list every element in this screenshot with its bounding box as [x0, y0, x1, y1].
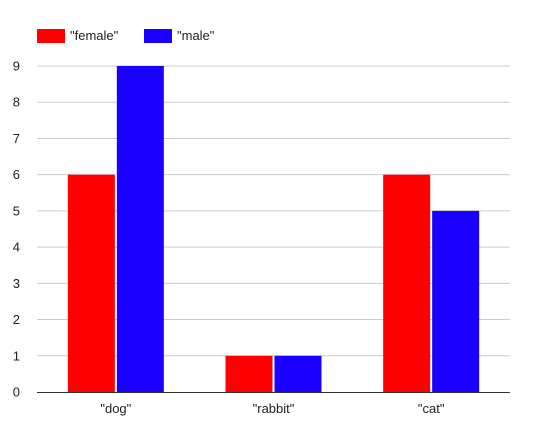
- y-tick-label: 3: [13, 276, 20, 291]
- y-tick-label: 2: [13, 312, 20, 327]
- y-tick-label: 8: [13, 95, 20, 110]
- bar: [274, 355, 322, 392]
- y-tick-label: 7: [13, 131, 20, 146]
- bar: [116, 66, 164, 392]
- y-tick-label: 1: [13, 348, 20, 363]
- y-tick-label: 5: [13, 203, 20, 218]
- bar: [67, 174, 115, 392]
- legend-label-male: "male": [177, 28, 215, 43]
- y-tick-label: 0: [13, 385, 20, 400]
- y-tick-label: 6: [13, 167, 20, 182]
- bar: [225, 355, 273, 392]
- legend-swatch-male: [144, 29, 172, 43]
- x-axis-ticks: "dog" "rabbit" "cat": [100, 401, 444, 416]
- x-tick-label: "rabbit": [253, 401, 295, 416]
- y-tick-label: 4: [13, 240, 20, 255]
- x-tick-label: "cat": [418, 401, 445, 416]
- legend-swatch-female: [37, 29, 65, 43]
- y-tick-label: 9: [13, 59, 20, 74]
- x-tick-label: "dog": [100, 401, 131, 416]
- bar: [383, 174, 431, 392]
- legend: "female" "male": [37, 28, 215, 43]
- y-axis-ticks: 0 1 2 3 4 5 6 7 8 9: [13, 59, 20, 400]
- gridlines: [37, 65, 510, 357]
- bars: [67, 66, 480, 392]
- legend-label-female: "female": [70, 28, 119, 43]
- bar: [432, 210, 480, 392]
